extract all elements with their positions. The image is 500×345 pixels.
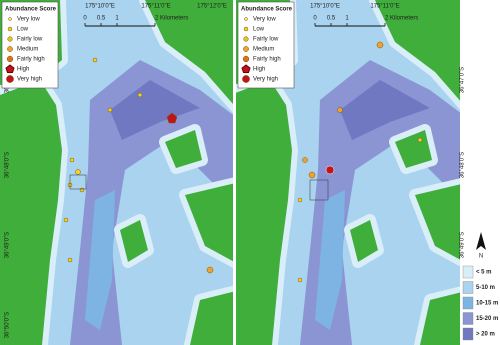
depth-label: 15-20 m [476, 316, 498, 322]
legend-label: Fairly low [17, 37, 43, 43]
legend-marker [7, 36, 13, 42]
depth-swatch [462, 296, 474, 310]
depth-swatch [462, 281, 474, 294]
legend-label: High [17, 67, 29, 73]
legend-title: Abundance Score [241, 7, 293, 13]
latitude-label: 36°48'0"S [5, 152, 11, 178]
latitude-label: 36°49'0"S [5, 232, 11, 258]
latitude-label: 36°47'0"S [460, 67, 466, 93]
legend-label: Very low [17, 17, 40, 23]
scale-label: 1 [345, 16, 349, 22]
legend-marker [7, 26, 13, 32]
depth-swatch [462, 312, 474, 325]
legend-label: Very high [253, 77, 278, 83]
legend-marker [241, 64, 251, 73]
scale-label: 0.5 [327, 16, 336, 22]
legend-label: Very low [253, 17, 276, 23]
legend-label: Fairly high [17, 57, 45, 63]
legend-marker [242, 55, 250, 63]
latitude-label: 36°49'0"S [460, 232, 466, 258]
legend-label: Fairly low [253, 37, 279, 43]
longitude-label: 175°10'0"E [310, 4, 340, 10]
depth-label: 10-15 m [476, 301, 498, 307]
legend-label: Medium [17, 47, 38, 53]
longitude-label: 175°12'0"E [197, 4, 227, 10]
legend-label: Very high [17, 77, 42, 83]
scale-label: 2 Kilometers [385, 16, 418, 22]
scale-label: 1 [115, 16, 119, 22]
longitude-label: 175°11'0"E [141, 4, 170, 10]
scale-label: 2 Kilometers [155, 16, 188, 22]
legend-marker [243, 46, 249, 52]
legend-marker [244, 17, 248, 21]
legend-marker [8, 17, 12, 21]
legend-label: Fairly high [253, 57, 281, 63]
north-label: N [479, 254, 483, 260]
depth-label: 5-10 m [476, 285, 495, 291]
depth-label: > 20 m [476, 332, 495, 338]
longitude-label: 175°11'0"E [370, 4, 399, 10]
legend-title: Abundance Score [5, 7, 57, 13]
legend-box [237, 1, 295, 89]
scale-label: 0 [83, 16, 87, 22]
north-arrow: N [476, 232, 486, 260]
legend-label: High [253, 67, 265, 73]
legend-marker [5, 64, 15, 73]
depth-label: < 5 m [476, 270, 492, 276]
legend-marker [243, 36, 249, 42]
scale-label: 0 [313, 16, 317, 22]
legend-label: Low [17, 27, 29, 33]
legend-marker [242, 75, 250, 83]
legend-label: Medium [253, 47, 274, 53]
legend-marker [6, 55, 14, 63]
depth-swatch [462, 265, 474, 279]
legend-marker [243, 26, 249, 32]
latitude-label: 36°48'0"S [460, 152, 466, 178]
legend-box [1, 1, 59, 89]
longitude-label: 175°10'0"E [85, 4, 115, 10]
scale-label: 0.5 [97, 16, 106, 22]
depth-swatch [462, 327, 474, 341]
legend-marker [7, 46, 13, 52]
survey-points [63, 41, 423, 283]
legend-marker [6, 75, 14, 83]
latitude-label: 36°50'0"S [5, 312, 11, 338]
legend-label: Low [253, 27, 265, 33]
